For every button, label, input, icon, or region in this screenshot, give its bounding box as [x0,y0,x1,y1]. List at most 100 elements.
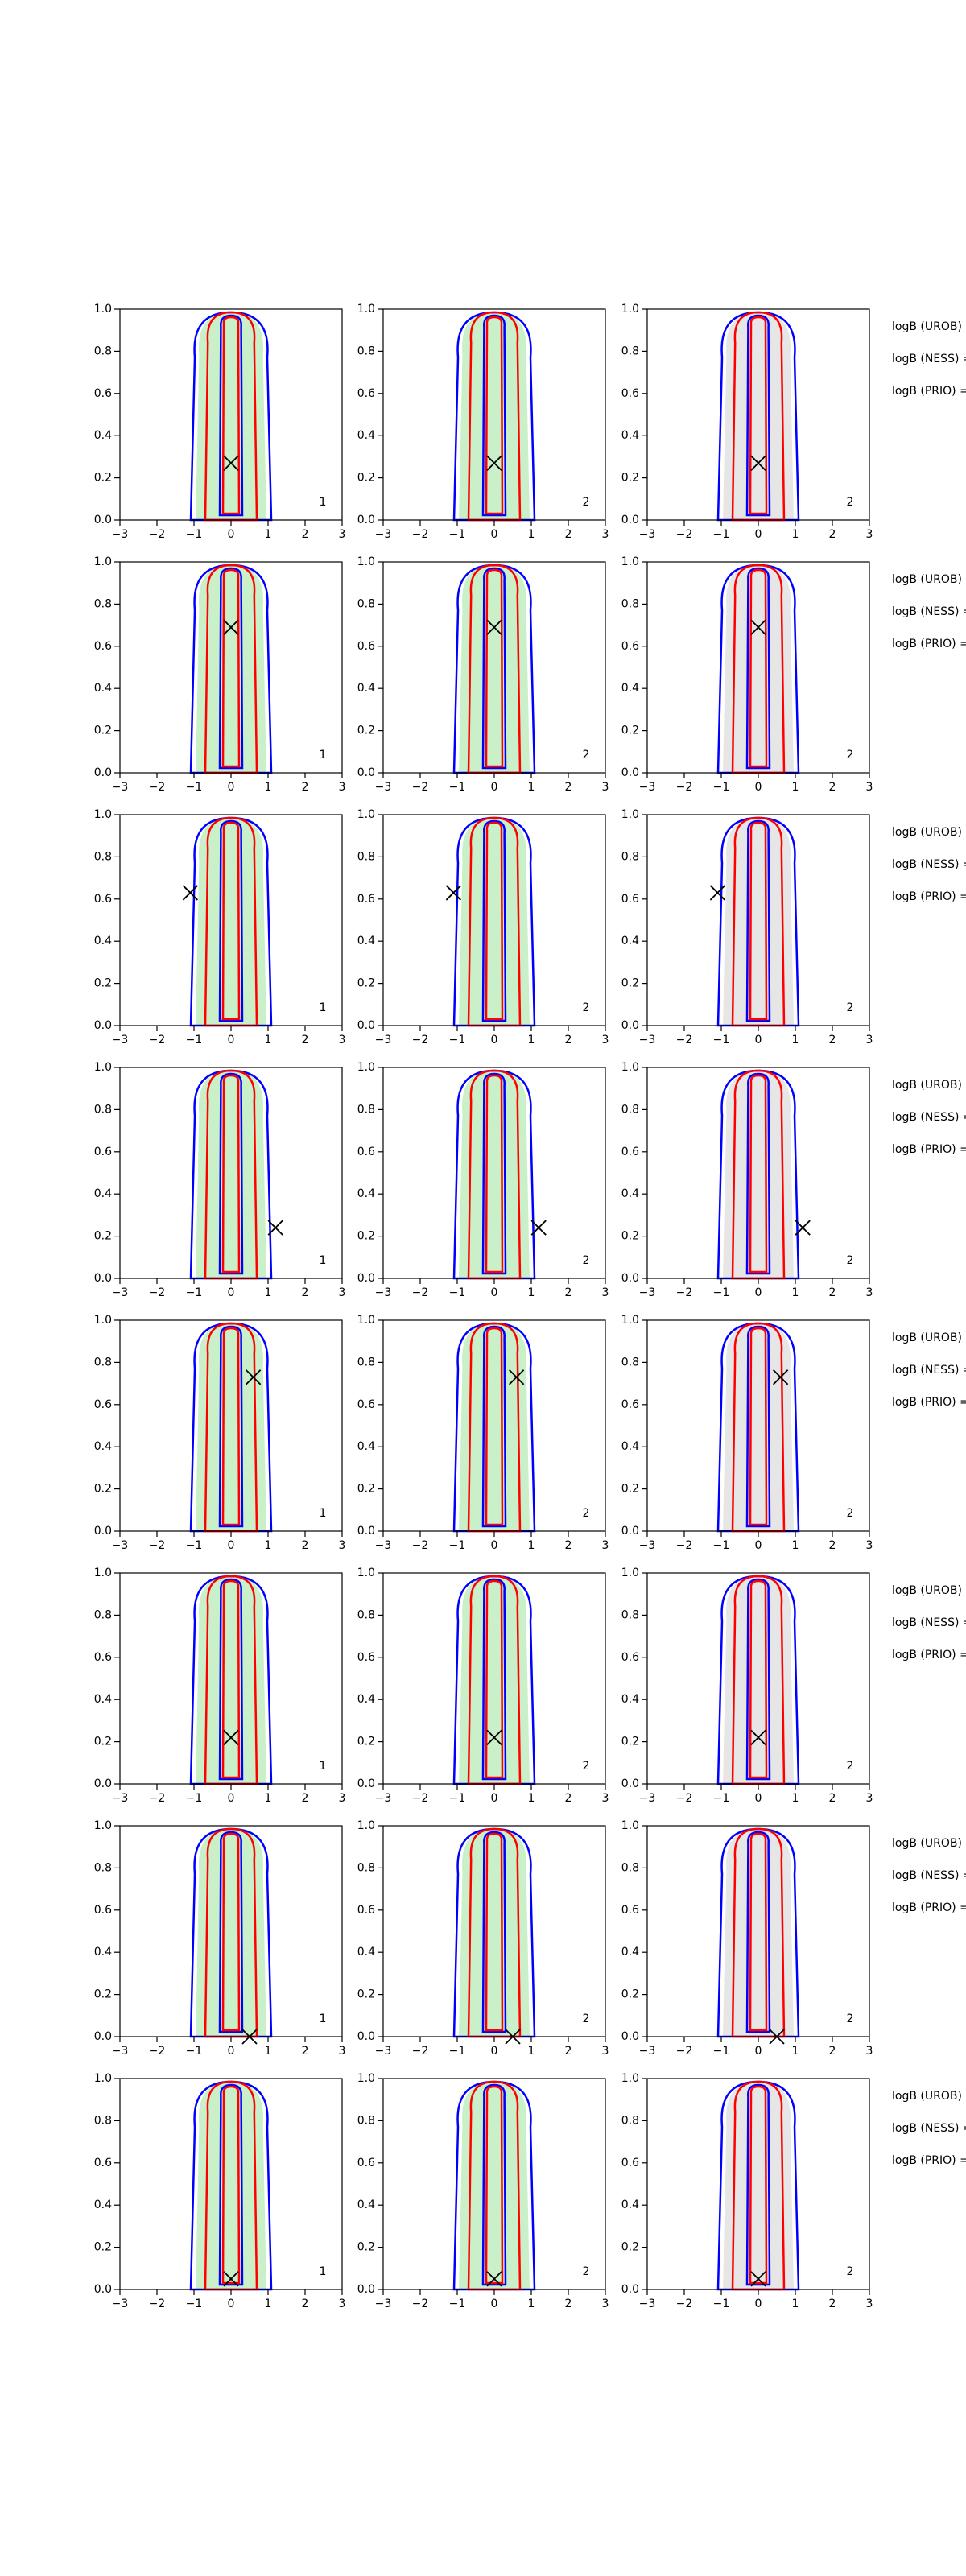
true-value-marker [795,1220,811,1236]
x-tick-label: −2 [149,781,166,794]
y-tick-label: 0.8 [357,2114,375,2127]
x-tick-label: −2 [676,2045,693,2058]
x-tick-label: 3 [339,528,346,541]
contour-outer-red [204,311,258,522]
row-label: logB (UROB) = [892,1079,966,1092]
contour-inner-red [485,1074,504,1274]
y-tick-label: 0.8 [94,1103,112,1116]
x-tick-label: −2 [149,1286,166,1299]
x-tick-label: 3 [339,781,346,794]
y-tick-label: 0.4 [94,2198,112,2211]
x-tick-label: 0 [491,2297,498,2310]
contour-inner-red [485,316,504,515]
density-fill [723,818,794,1026]
panel-annotation: 1 [320,749,327,762]
density-fill [723,2082,794,2289]
contour-inner-red [221,316,241,515]
x-tick-label: −1 [449,1792,466,1805]
y-tick-label: 0.6 [621,1398,639,1411]
x-tick-label: 3 [866,2297,873,2310]
y-tick-label: 1.0 [94,1061,112,1074]
y-tick-label: 0.4 [94,1440,112,1453]
y-tick-label: 0.0 [94,1019,112,1032]
x-tick-label: 1 [528,1792,535,1805]
x-tick-label: −2 [149,2297,166,2310]
y-tick-label: 0.8 [94,1861,112,1874]
density-fill [196,1071,266,1278]
x-tick-label: 2 [302,1792,309,1805]
y-tick-label: 0.2 [357,472,375,485]
y-tick-label: 0.8 [94,597,112,610]
y-tick-label: 0.2 [357,724,375,737]
x-tick-label: 1 [265,1034,272,1046]
density-fill [723,1829,794,2037]
density-fill [459,312,530,520]
contour-inner-red [749,1327,768,1526]
y-tick-label: 0.4 [357,1946,375,1959]
x-tick-label: −2 [149,1034,166,1046]
y-tick-label: 0.8 [94,1608,112,1621]
density-fill [723,1323,794,1531]
y-tick-label: 0.0 [357,2030,375,2043]
x-tick-label: 3 [339,2297,346,2310]
row-label: logB (PRIO) = [892,1649,966,1662]
y-tick-label: 0.6 [357,2157,375,2169]
x-tick-label: −3 [375,1034,392,1046]
x-tick-label: −2 [412,2297,429,2310]
x-tick-label: −3 [375,2045,392,2058]
density-fill [459,1829,530,2037]
contour-inner-blue [745,314,771,517]
x-tick-label: 0 [491,2045,498,2058]
y-tick-label: 0.0 [621,2030,639,2043]
y-tick-label: 0.4 [621,935,639,947]
true-value-marker [750,619,766,635]
contour-inner-red [221,1832,241,2032]
x-tick-label: 1 [528,528,535,541]
x-tick-label: −3 [639,1539,656,1552]
y-tick-label: 0.2 [357,977,375,990]
y-tick-label: 1.0 [621,1061,639,1074]
contour-outer-red [731,564,786,774]
x-tick-label: −2 [149,528,166,541]
x-tick-label: 1 [265,781,272,794]
y-tick-label: 0.6 [621,2157,639,2169]
density-fill [723,565,794,773]
y-tick-label: 0.6 [94,640,112,653]
row-label: logB (PRIO) = [892,1901,966,1914]
y-tick-label: 1.0 [94,2072,112,2085]
x-tick-label: −2 [676,2297,693,2310]
x-tick-label: −1 [186,1539,203,1552]
contour-inner-red [749,1074,768,1274]
row-label: logB (NESS) = [892,1616,966,1629]
x-tick-label: −1 [449,1286,466,1299]
y-tick-label: 0.4 [357,935,375,947]
y-tick-label: 0.6 [94,387,112,400]
y-tick-label: 0.4 [621,2198,639,2211]
contour-outer-red [467,1069,522,1280]
panel-annotation: 2 [583,496,590,509]
x-tick-label: 3 [339,1286,346,1299]
contour-inner-blue [481,819,507,1022]
y-tick-label: 1.0 [621,1567,639,1579]
y-tick-label: 0.2 [621,472,639,485]
y-tick-label: 1.0 [94,1314,112,1327]
x-tick-label: 3 [339,1792,346,1805]
x-tick-label: −2 [412,1034,429,1046]
x-tick-label: 0 [755,781,762,794]
panel-annotation: 2 [847,496,854,509]
contour-outer-red [204,564,258,774]
x-tick-label: 3 [602,1034,609,1046]
contour-inner-blue [745,1072,771,1275]
x-tick-label: 1 [265,2297,272,2310]
x-tick-label: 3 [866,1792,873,1805]
contour-inner-red [485,568,504,768]
y-tick-label: 0.8 [357,597,375,610]
x-tick-label: 3 [602,1792,609,1805]
contour-inner-red [749,1832,768,2032]
contour-outer-red [204,1069,258,1280]
x-tick-label: 0 [755,528,762,541]
density-fill [459,2082,530,2289]
x-tick-label: 2 [565,2297,572,2310]
y-tick-label: 0.6 [94,1651,112,1664]
x-tick-label: −1 [713,1034,730,1046]
